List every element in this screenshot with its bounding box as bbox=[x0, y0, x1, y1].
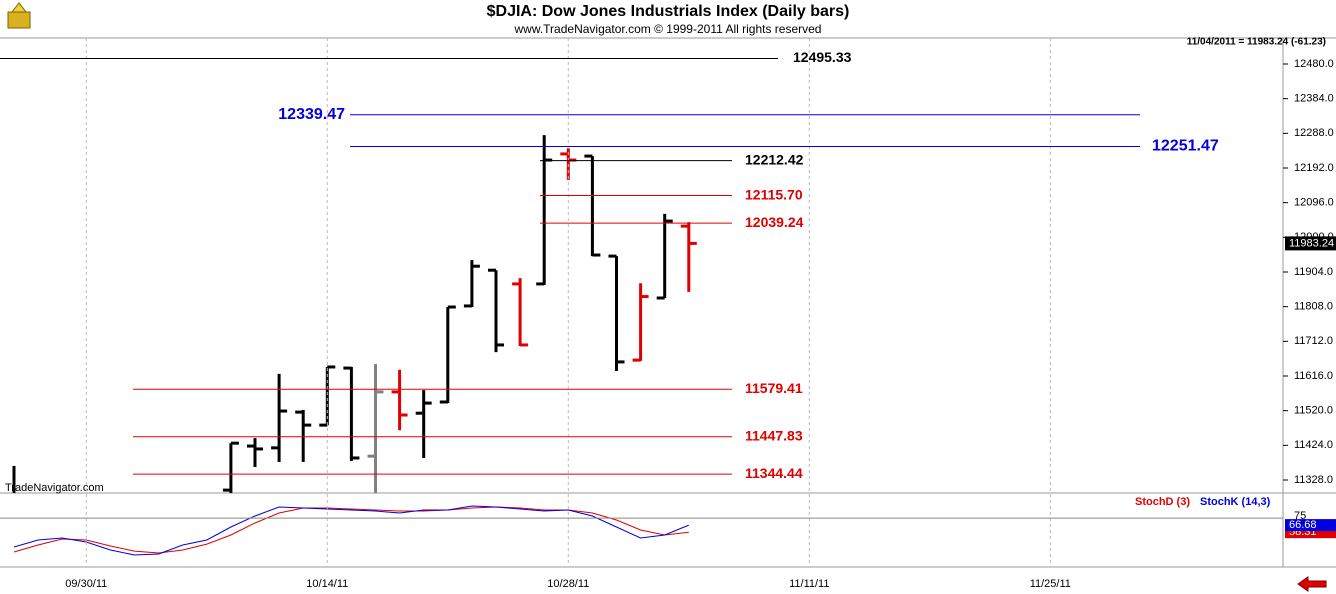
x-tick-label: 11/11/11 bbox=[789, 578, 829, 590]
price-tag-label: 11983.24 bbox=[1289, 237, 1334, 249]
level-label: 12339.47 bbox=[278, 106, 345, 123]
y-tick-label: 11328.0 bbox=[1294, 474, 1333, 486]
logo-icon bbox=[7, 2, 31, 29]
watermark: TradeNavigator.com bbox=[5, 482, 104, 494]
x-tick-label: 09/30/11 bbox=[65, 578, 107, 590]
x-tick-label: 10/28/11 bbox=[547, 578, 589, 590]
y-tick-label: 12288.0 bbox=[1294, 127, 1334, 139]
level-label: 11579.41 bbox=[745, 380, 803, 396]
y-tick-label: 12480.0 bbox=[1294, 58, 1334, 70]
level-label: 12495.33 bbox=[793, 49, 852, 65]
quote-info: 11/04/2011 = 11983.24 (-61.23) bbox=[1187, 37, 1326, 48]
legend-label: StochK (14,3) bbox=[1200, 496, 1271, 508]
legend-label: StochD (3) bbox=[1135, 496, 1190, 508]
scroll-arrow[interactable] bbox=[1297, 576, 1327, 592]
y-tick-label: 12192.0 bbox=[1294, 162, 1334, 174]
stoch-panel bbox=[13, 505, 689, 556]
y-tick-label: 75 bbox=[1294, 510, 1306, 522]
y-tick-label: 11712.0 bbox=[1294, 335, 1333, 347]
level-label: 11344.44 bbox=[745, 465, 803, 481]
y-tick-label: 11808.0 bbox=[1294, 301, 1333, 313]
chart-title: $DJIA: Dow Jones Industrials Index (Dail… bbox=[487, 3, 850, 20]
y-tick-label: 11616.0 bbox=[1294, 370, 1333, 382]
level-label: 12115.70 bbox=[745, 186, 803, 202]
price-panel bbox=[12, 135, 697, 493]
level-label: 12212.42 bbox=[745, 151, 804, 167]
stoch-line bbox=[13, 505, 689, 556]
level-label: 12251.47 bbox=[1152, 138, 1219, 155]
y-tick-label: 11520.0 bbox=[1294, 405, 1333, 417]
x-tick-label: 10/14/11 bbox=[306, 578, 348, 590]
stoch-line bbox=[13, 506, 689, 554]
value-tag-label: 66.68 bbox=[1289, 519, 1317, 531]
y-tick-label: 11424.0 bbox=[1294, 439, 1333, 451]
overlay: 09/30/11 10/14/11 10/28/11 11/11/11 11/25/11… bbox=[0, 38, 1336, 590]
level-label: 11447.83 bbox=[745, 427, 803, 443]
y-tick-label: 11904.0 bbox=[1294, 266, 1333, 278]
value-tag bbox=[1285, 519, 1336, 532]
y-tick-label: 12096.0 bbox=[1294, 197, 1334, 209]
level-label: 12039.24 bbox=[745, 214, 804, 230]
x-tick-label: 11/25/11 bbox=[1030, 578, 1071, 590]
price-tag bbox=[1285, 236, 1336, 251]
y-tick-label: 12384.0 bbox=[1294, 93, 1334, 105]
chart-subtitle: www.TradeNavigator.com © 1999-2011 All r… bbox=[514, 22, 822, 36]
